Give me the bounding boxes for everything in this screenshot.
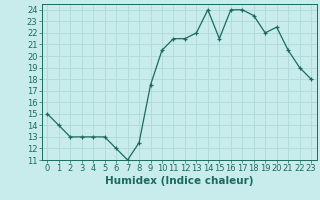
X-axis label: Humidex (Indice chaleur): Humidex (Indice chaleur): [105, 176, 253, 186]
